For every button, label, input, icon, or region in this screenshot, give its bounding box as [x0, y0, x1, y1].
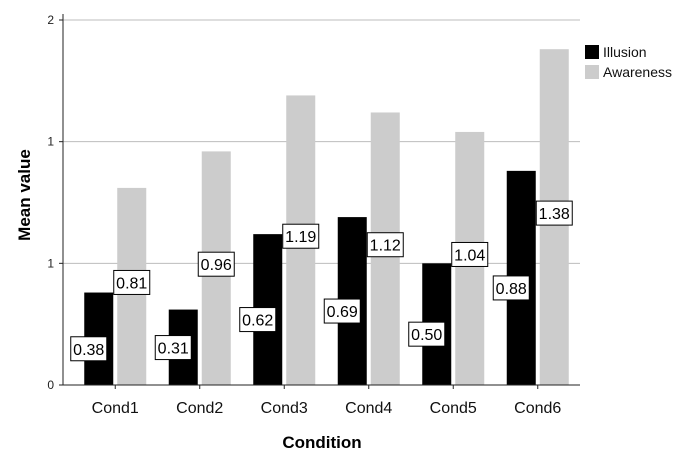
- data-label: 0.31: [158, 341, 189, 358]
- data-label-box: [366, 232, 404, 258]
- data-label: 1.04: [454, 247, 485, 264]
- legend-label: Awareness: [603, 64, 672, 80]
- data-label-box: [282, 223, 320, 249]
- y-ticks: 0 1 1 2: [47, 13, 63, 392]
- data-label-box: [492, 275, 530, 301]
- y-tick-label: 2: [47, 13, 54, 27]
- data-label: 0.38: [73, 342, 104, 359]
- y-tick-label: 1: [47, 135, 54, 149]
- data-label-box: [323, 298, 361, 324]
- data-label-box: [408, 321, 446, 347]
- legend-label: Illusion: [603, 44, 647, 60]
- data-label-box: [154, 335, 192, 361]
- data-label: 0.62: [242, 313, 273, 330]
- y-tick-label: 0: [47, 378, 54, 392]
- data-label-box: [451, 241, 489, 267]
- data-label: 0.96: [201, 257, 232, 274]
- gridlines: [63, 19, 580, 264]
- data-labels: 0.38 0.81 0.31 0.96 0.62 1.19 0.69 1.12 0.50 1.04…: [70, 200, 573, 362]
- data-label-box: [70, 336, 108, 362]
- data-label-box: [535, 200, 573, 226]
- x-tick-label: Cond3: [261, 400, 308, 417]
- x-tick-label: Cond6: [514, 400, 561, 417]
- x-tick-label: Cond4: [345, 400, 392, 417]
- x-ticks: Cond1 Cond2 Cond3 Cond4 Cond5 Cond6: [92, 385, 561, 417]
- legend: Illusion Awareness: [585, 44, 672, 80]
- y-tick-label: 1: [47, 256, 54, 270]
- legend-swatch-awareness: [585, 65, 599, 79]
- x-axis-title: Condition: [282, 433, 361, 452]
- axes: [62, 14, 580, 386]
- data-label: 0.69: [327, 304, 358, 321]
- data-label: 0.50: [411, 327, 442, 344]
- bars: [84, 49, 569, 385]
- data-label: 0.81: [116, 275, 147, 292]
- data-label: 0.88: [496, 281, 527, 298]
- data-label-box: [239, 307, 277, 333]
- legend-swatch-illusion: [585, 45, 599, 59]
- x-tick-label: Cond5: [430, 400, 477, 417]
- data-label: 1.38: [539, 206, 570, 223]
- data-label-box: [197, 251, 235, 277]
- x-tick-label: Cond1: [92, 400, 139, 417]
- data-label-box: [113, 269, 151, 295]
- x-tick-label: Cond2: [176, 400, 223, 417]
- data-label: 1.12: [370, 238, 401, 255]
- y-axis-title: Mean value: [15, 149, 34, 241]
- data-label: 1.19: [285, 229, 316, 246]
